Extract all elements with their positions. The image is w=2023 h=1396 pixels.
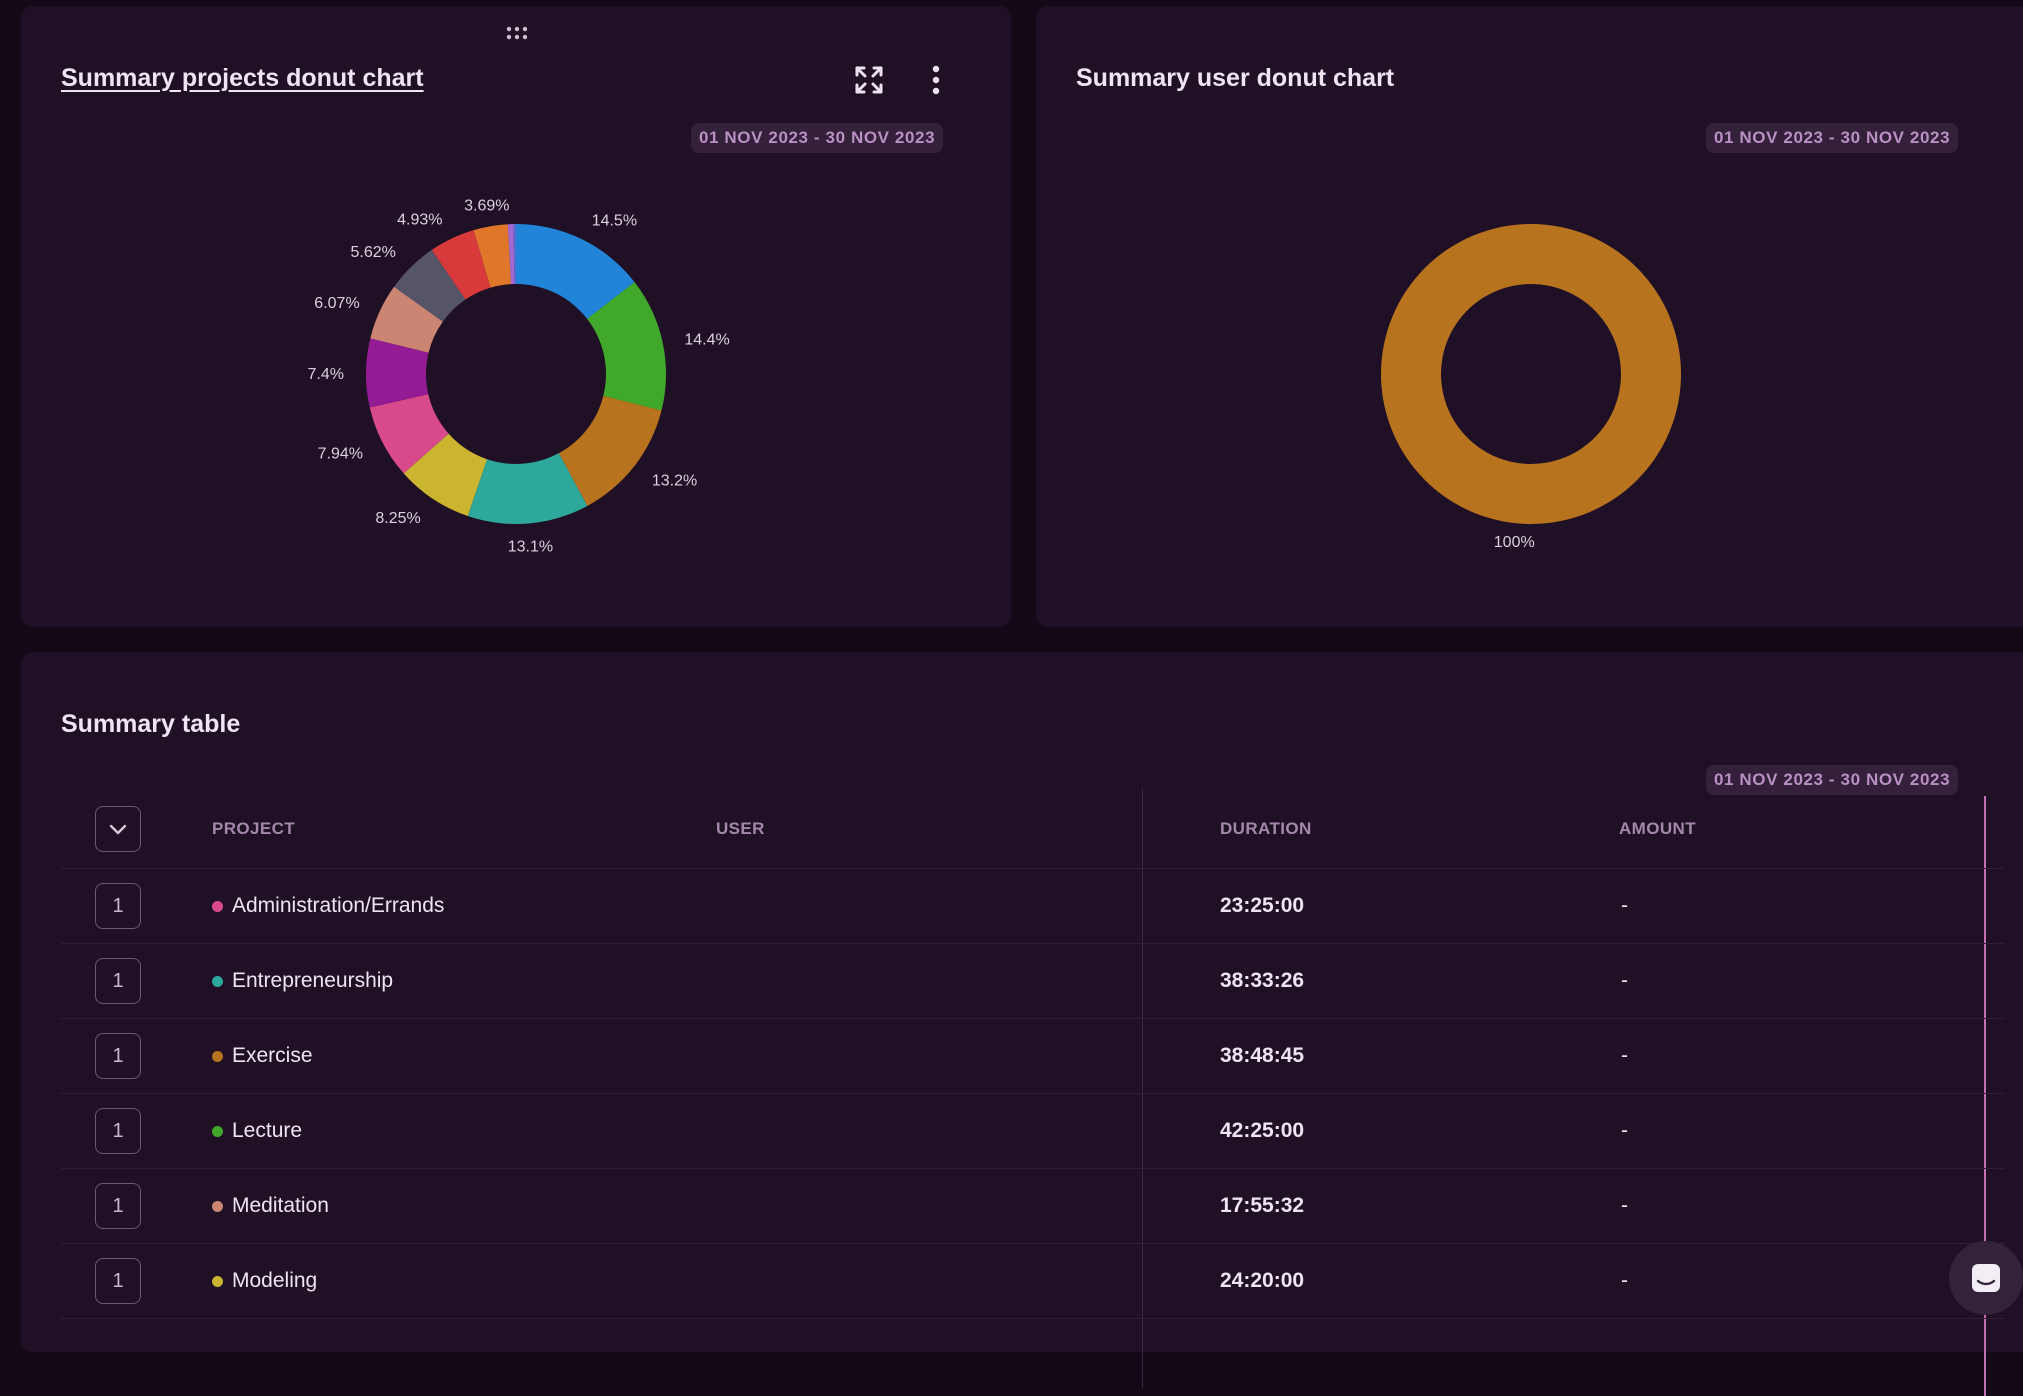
table-row[interactable]: 1 Entrepreneurship 38:33:26 - bbox=[61, 944, 2005, 1019]
donut-slice[interactable] bbox=[366, 338, 429, 408]
users-chart-title: Summary user donut chart bbox=[1076, 64, 1395, 92]
donut-slice[interactable] bbox=[394, 249, 466, 322]
amount-cell: - bbox=[1621, 1044, 1628, 1067]
column-header-duration[interactable]: DURATION bbox=[1220, 819, 1312, 838]
duration-cell: 24:20:00 bbox=[1220, 1269, 1305, 1292]
date-range-badge: 01 NOV 2023 - 30 NOV 2023 bbox=[1706, 765, 1959, 795]
project-color-dot bbox=[212, 1050, 223, 1062]
slice-label: 4.93% bbox=[397, 211, 442, 228]
project-cell: Modeling bbox=[212, 1244, 317, 1318]
project-color-dot bbox=[212, 1125, 223, 1137]
project-cell: Entrepreneurship bbox=[212, 944, 393, 1018]
donut-slice[interactable] bbox=[507, 224, 515, 285]
amount-cell: - bbox=[1621, 1119, 1628, 1142]
users-donut-card: Summary user donut chart 01 NOV 2023 - 3… bbox=[1036, 6, 2023, 627]
project-cell: Meditation bbox=[212, 1169, 329, 1243]
projects-donut-card: Summary projects donut chart 01 NOV 2023… bbox=[21, 6, 1011, 627]
slice-label: 13.2% bbox=[652, 473, 697, 490]
row-count-button[interactable]: 1 bbox=[95, 1258, 141, 1304]
table-row[interactable]: 1 Modeling 24:20:00 - bbox=[61, 1244, 2005, 1319]
project-color-dot bbox=[212, 975, 223, 987]
donut-slice[interactable] bbox=[473, 224, 512, 288]
project-name: Lecture bbox=[232, 1119, 303, 1142]
column-header-amount[interactable]: AMOUNT bbox=[1619, 819, 1696, 838]
table-title: Summary table bbox=[61, 710, 241, 738]
chevron-down-icon bbox=[109, 824, 127, 835]
slice-label: 3.69% bbox=[464, 197, 509, 214]
row-count-button[interactable]: 1 bbox=[95, 1033, 141, 1079]
column-header-project[interactable]: PROJECT bbox=[212, 819, 296, 838]
project-cell: Administration/Errands bbox=[212, 869, 444, 943]
donut-slice[interactable] bbox=[558, 395, 662, 506]
project-color-dot bbox=[212, 900, 223, 912]
scroll-indicator[interactable] bbox=[1984, 796, 1986, 1396]
slice-label: 14.4% bbox=[684, 332, 729, 349]
users-donut-chart: 100% bbox=[1381, 224, 1681, 551]
project-name: Meditation bbox=[232, 1194, 329, 1217]
donut-slice[interactable] bbox=[516, 224, 635, 319]
amount-cell: - bbox=[1621, 969, 1628, 992]
expand-all-button[interactable] bbox=[95, 806, 141, 852]
donut-slice[interactable] bbox=[467, 453, 588, 524]
summary-table-card: Summary table 01 NOV 2023 - 30 NOV 2023 … bbox=[21, 652, 2023, 1396]
duration-cell: 42:25:00 bbox=[1220, 1119, 1305, 1142]
amount-cell: - bbox=[1621, 1194, 1628, 1217]
row-count-button[interactable]: 1 bbox=[95, 958, 141, 1004]
donut-slice[interactable] bbox=[587, 282, 667, 411]
slice-label: 14.5% bbox=[592, 213, 637, 230]
duration-cell: 38:33:26 bbox=[1220, 969, 1305, 992]
donut-slice[interactable] bbox=[369, 394, 449, 474]
slice-label: 8.25% bbox=[375, 510, 420, 527]
slice-label: 5.62% bbox=[351, 244, 396, 261]
drag-handle-icon[interactable] bbox=[505, 26, 529, 40]
column-header-user[interactable]: USER bbox=[716, 819, 765, 838]
project-name: Entrepreneurship bbox=[232, 969, 394, 992]
row-count-button[interactable]: 1 bbox=[95, 1108, 141, 1154]
table-row[interactable]: 1 Exercise 38:48:45 - bbox=[61, 1019, 2005, 1094]
row-count-button[interactable]: 1 bbox=[95, 1183, 141, 1229]
amount-cell: - bbox=[1621, 1269, 1628, 1292]
project-cell: Lecture bbox=[212, 1094, 302, 1168]
donut-slice[interactable] bbox=[431, 230, 491, 300]
amount-cell: - bbox=[1621, 894, 1628, 917]
project-name: Administration/Errands bbox=[232, 894, 445, 917]
column-divider bbox=[1142, 788, 1143, 1388]
table-row[interactable]: 1 Administration/Errands 23:25:00 - bbox=[61, 869, 2005, 944]
donut-slice[interactable] bbox=[1381, 224, 1681, 524]
slice-label: 7.94% bbox=[318, 446, 363, 463]
slice-label: 6.07% bbox=[314, 295, 359, 312]
chat-icon bbox=[1972, 1264, 2000, 1292]
table-row[interactable]: 1 Lecture 42:25:00 - bbox=[61, 1094, 2005, 1169]
duration-cell: 17:55:32 bbox=[1220, 1194, 1305, 1217]
row-count-button[interactable]: 1 bbox=[95, 883, 141, 929]
donut-slice[interactable] bbox=[403, 433, 488, 517]
expand-icon[interactable] bbox=[852, 63, 886, 97]
project-color-dot bbox=[212, 1200, 223, 1212]
projects-donut-chart: 14.5% 14.4% 13.2% 13.1% 8.25% 7.94% 7.4% 6.07% 5… bbox=[308, 197, 730, 555]
project-color-dot bbox=[212, 1275, 223, 1287]
date-range-badge: 01 NOV 2023 - 30 NOV 2023 bbox=[1706, 123, 1959, 153]
project-name: Exercise bbox=[232, 1044, 313, 1067]
duration-cell: 38:48:45 bbox=[1220, 1044, 1305, 1067]
donut-slice[interactable] bbox=[513, 224, 516, 285]
duration-cell: 23:25:00 bbox=[1220, 894, 1305, 917]
date-range-badge: 01 NOV 2023 - 30 NOV 2023 bbox=[691, 123, 944, 153]
donut-slice[interactable] bbox=[370, 286, 443, 353]
chat-launcher-button[interactable] bbox=[1949, 1241, 2023, 1315]
project-cell: Exercise bbox=[212, 1019, 313, 1093]
table-header: PROJECT USER DURATION AMOUNT bbox=[61, 790, 2005, 869]
project-name: Modeling bbox=[232, 1269, 318, 1292]
table-body: 1 Administration/Errands 23:25:00 - 1 Entrepr… bbox=[61, 869, 2005, 1319]
summary-table: PROJECT USER DURATION AMOUNT 1 Administra… bbox=[61, 790, 2005, 1319]
projects-chart-title[interactable]: Summary projects donut chart bbox=[61, 64, 424, 92]
slice-label: 13.1% bbox=[508, 538, 553, 555]
slice-label: 100% bbox=[1494, 534, 1535, 551]
slice-label: 7.4% bbox=[308, 366, 344, 383]
more-vertical-icon[interactable] bbox=[919, 63, 953, 97]
table-row[interactable]: 1 Meditation 17:55:32 - bbox=[61, 1169, 2005, 1244]
